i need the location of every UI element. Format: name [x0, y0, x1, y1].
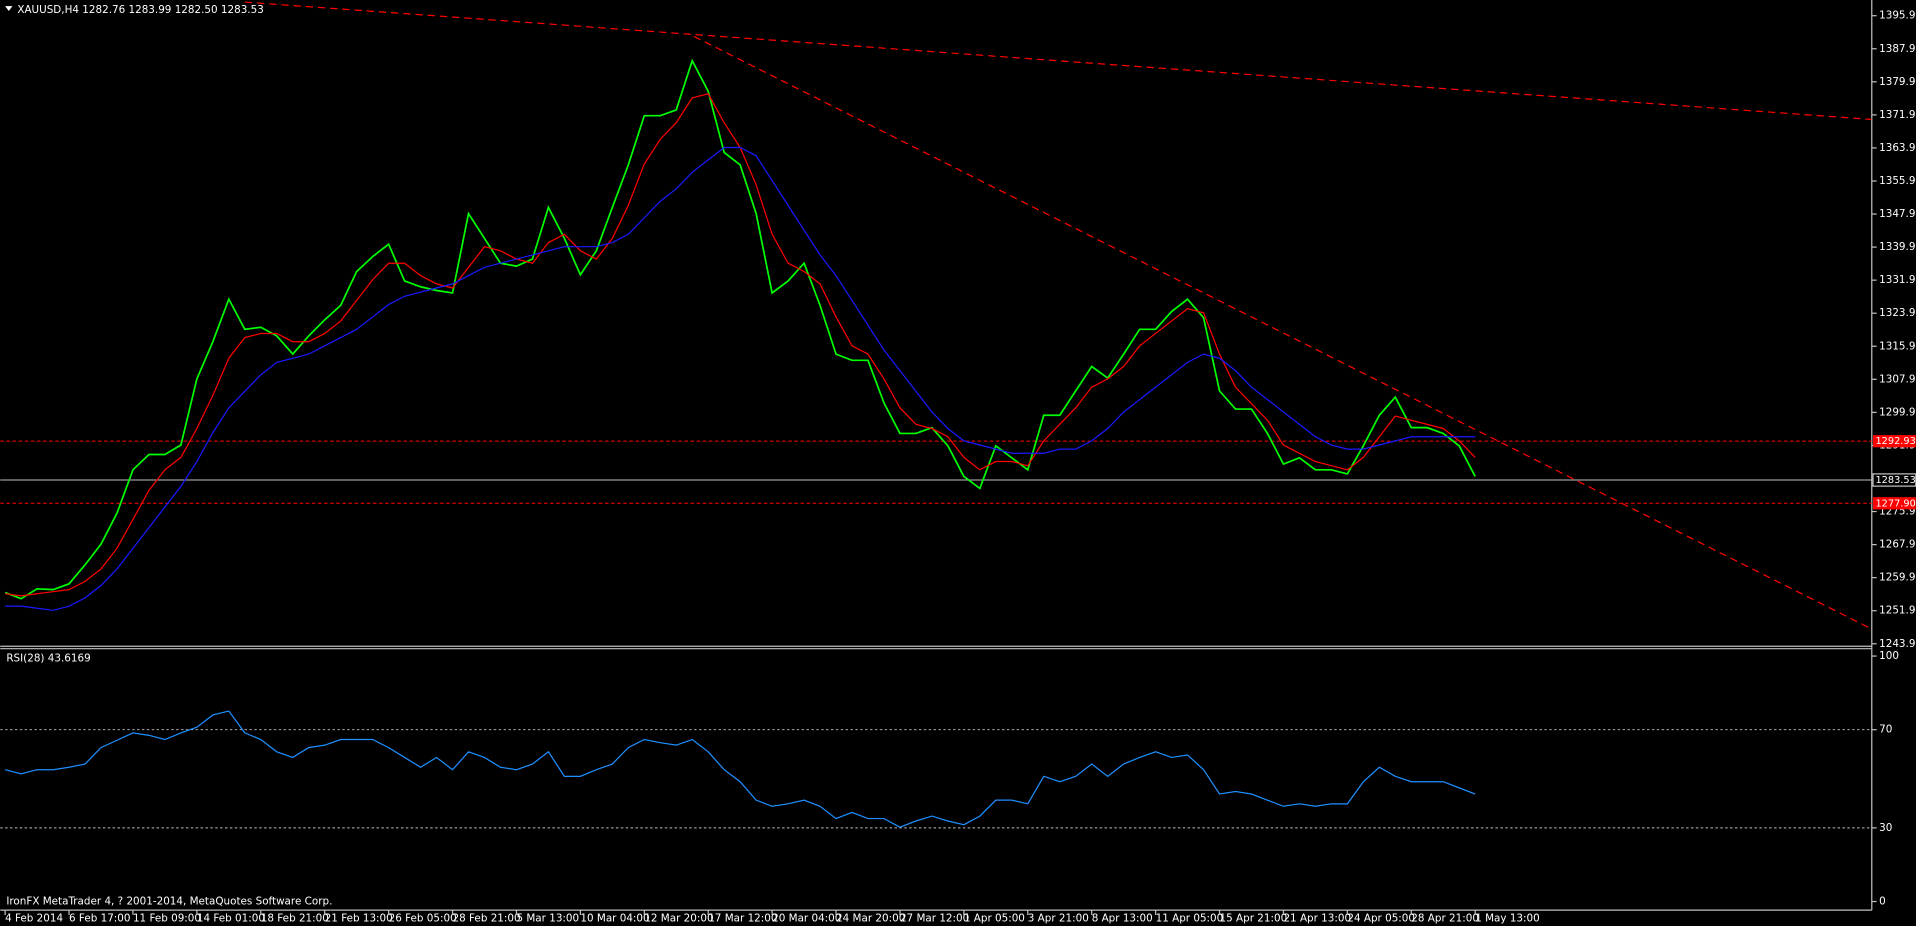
y-tick-label: 1331.90: [1879, 274, 1916, 286]
y-tick-label: 1339.90: [1879, 241, 1916, 253]
level-label: 1292.93: [1875, 436, 1915, 447]
level-label: 1277.90: [1875, 498, 1915, 509]
level-label-box: [1873, 435, 1916, 448]
x-tick-label: 4 Feb 2014: [5, 913, 63, 925]
y-tick-label: 1387.90: [1879, 43, 1916, 55]
x-tick-label: 11 Feb 09:00: [133, 913, 201, 925]
x-tick-label: 28 Feb 21:00: [453, 913, 521, 925]
y-tick-label: 1395.90: [1879, 10, 1916, 22]
x-tick-label: 12 Mar 20:00: [644, 913, 713, 925]
y-tick-label: 1323.90: [1879, 307, 1916, 319]
y-tick-label: 70: [1879, 724, 1892, 736]
x-tick-label: 20 Mar 04:00: [772, 913, 841, 925]
x-tick-label: 18 Feb 21:00: [261, 913, 329, 925]
y-tick-label: 1379.90: [1879, 76, 1916, 88]
x-tick-label: 21 Apr 13:00: [1283, 913, 1351, 925]
x-tick-label: 3 Apr 21:00: [1028, 913, 1089, 925]
x-tick-label: 24 Apr 05:00: [1347, 913, 1415, 925]
y-tick-label: 1243.90: [1879, 638, 1916, 650]
y-tick-label: 100: [1879, 650, 1899, 662]
y-tick-label: 1267.90: [1879, 539, 1916, 551]
level-label-box: [1873, 497, 1916, 510]
x-tick-label: 6 Feb 17:00: [69, 913, 130, 925]
x-tick-label: 24 Mar 20:00: [836, 913, 905, 925]
x-tick-label: 1 May 13:00: [1475, 913, 1540, 925]
y-tick-label: 1315.90: [1879, 340, 1916, 352]
series-line: [4, 710, 1476, 828]
x-tick-label: 26 Feb 05:00: [389, 913, 457, 925]
y-tick-label: 1259.90: [1879, 572, 1916, 584]
x-tick-label: 8 Apr 13:00: [1092, 913, 1153, 925]
y-tick-label: 30: [1879, 822, 1892, 834]
x-tick-label: 15 Apr 21:00: [1220, 913, 1288, 925]
y-tick-label: 1363.90: [1879, 142, 1916, 154]
y-tick-label: 1299.90: [1879, 406, 1916, 418]
copyright: IronFX MetaTrader 4, ? 2001-2014, MetaQu…: [6, 896, 332, 908]
x-tick-label: 17 Mar 12:00: [708, 913, 777, 925]
x-tick-label: 28 Apr 21:00: [1411, 913, 1479, 925]
chart-title: XAUUSD,H4 1282.76 1283.99 1282.50 1283.5…: [17, 4, 263, 16]
x-tick-label: 14 Feb 01:00: [197, 913, 265, 925]
y-tick-label: 1251.90: [1879, 605, 1916, 617]
x-tick-label: 11 Apr 05:00: [1156, 913, 1224, 925]
x-tick-label: 1 Apr 05:00: [964, 913, 1025, 925]
y-tick-label: 1307.90: [1879, 373, 1916, 385]
indicator-title: RSI(28) 43.6169: [6, 652, 90, 664]
y-tick-label: 1347.90: [1879, 208, 1916, 220]
x-tick-label: 5 Mar 13:00: [516, 913, 579, 925]
series-line: [5, 146, 1476, 611]
menu-arrow[interactable]: [5, 6, 13, 11]
y-tick-label: 1355.90: [1879, 175, 1916, 187]
series-line: [4, 58, 1476, 600]
x-tick-label: 21 Feb 13:00: [325, 913, 393, 925]
x-tick-label: 10 Mar 04:00: [580, 913, 649, 925]
level-label: 1283.53: [1875, 475, 1915, 486]
x-tick-label: 27 Mar 12:00: [900, 913, 969, 925]
trendline: [244, 1, 1872, 121]
y-tick-label: 0: [1879, 896, 1886, 908]
y-tick-label: 1371.90: [1879, 109, 1916, 121]
